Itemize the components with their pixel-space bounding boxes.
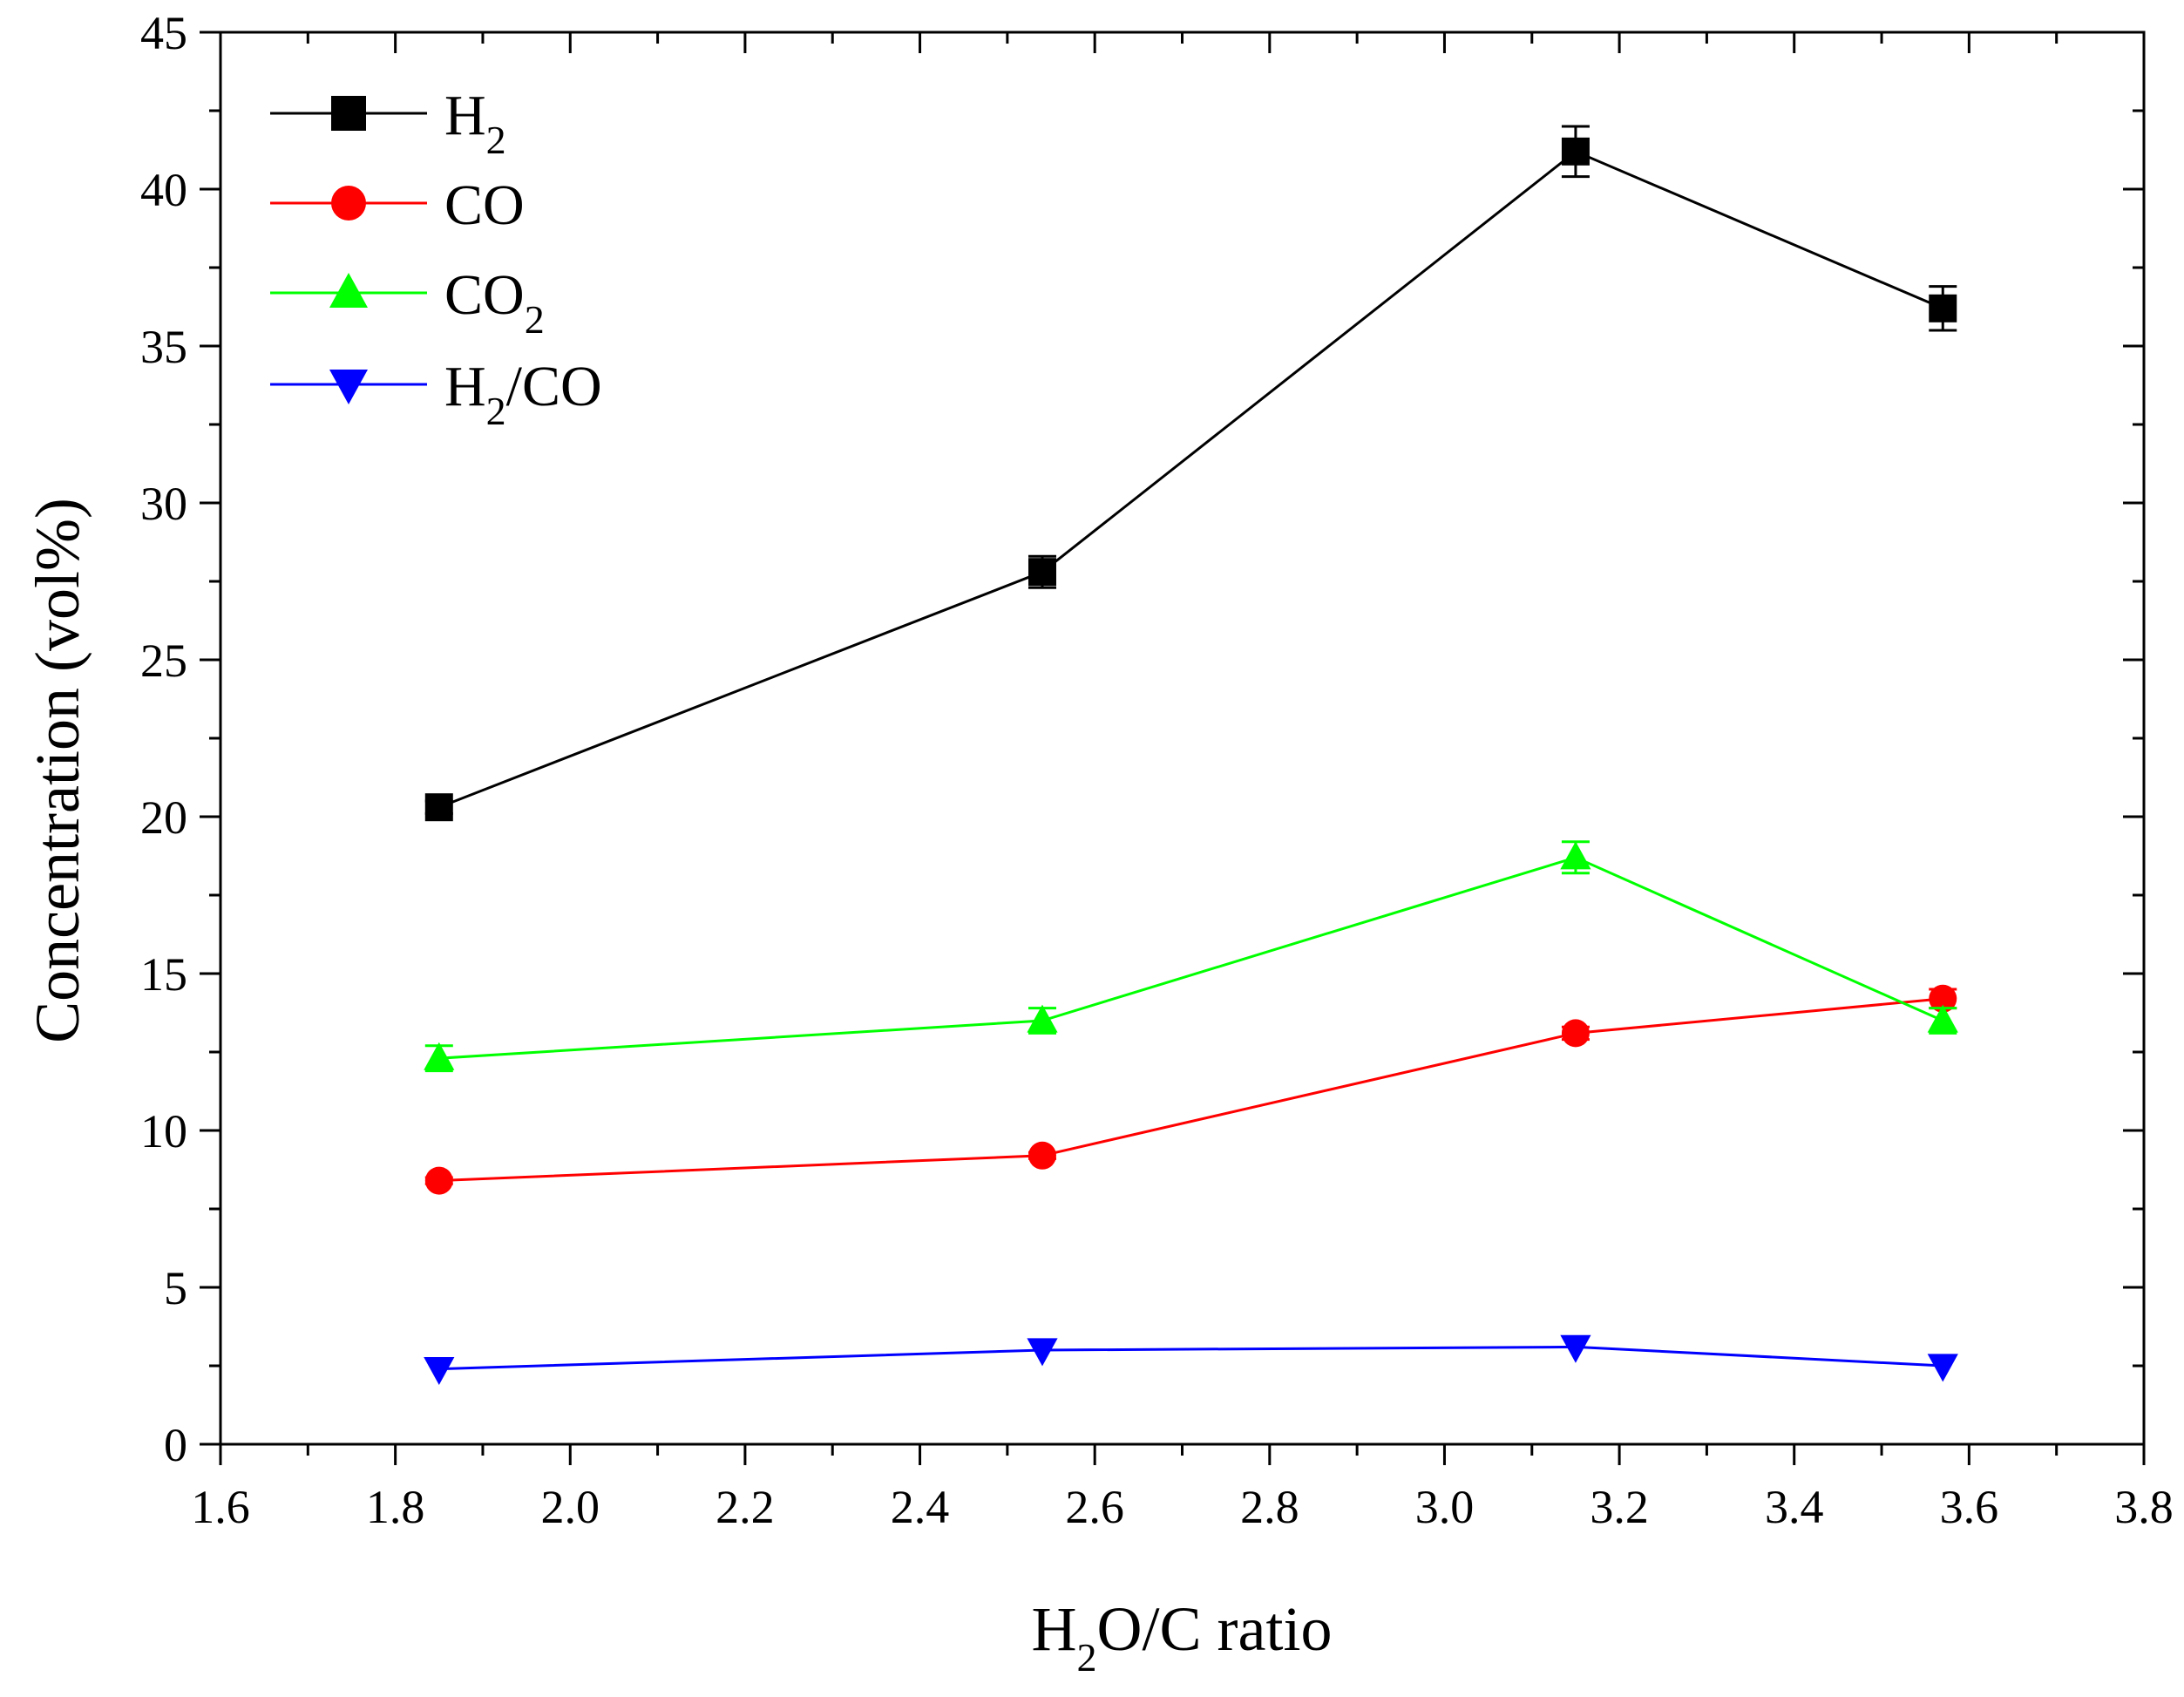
y-tick-label: 45 — [140, 7, 187, 59]
series-h2 — [424, 125, 1957, 822]
y-axis: 0 5 10 15 20 25 30 35 40 45 — [140, 7, 2144, 1471]
legend-label: CO — [444, 173, 525, 237]
legend-item: CO — [270, 173, 525, 237]
y-tick-label: 5 — [164, 1262, 187, 1314]
x-tick-label: 2.2 — [716, 1481, 775, 1533]
data-point — [1027, 1004, 1058, 1033]
x-tick-label: 2.8 — [1240, 1481, 1299, 1533]
y-tick-label: 0 — [164, 1419, 187, 1471]
x-tick-label: 2.0 — [541, 1481, 600, 1533]
x-axis: 1.6 1.8 2.0 2.2 2.4 2.6 2.8 3.0 3.2 3.4 3.6 3.8 — [191, 32, 2174, 1533]
x-tick-label: 3.2 — [1590, 1481, 1649, 1533]
data-point — [1027, 1338, 1058, 1367]
y-tick-label: 20 — [140, 791, 187, 844]
x-tick-label: 3.8 — [2114, 1481, 2174, 1533]
data-point — [1560, 1334, 1591, 1363]
data-point — [1927, 1004, 1958, 1033]
data-point — [1560, 841, 1591, 870]
legend-label: CO2 — [444, 263, 545, 342]
series-co — [424, 984, 1957, 1195]
legend-item: H2 — [270, 84, 506, 162]
series-co2 — [424, 840, 1958, 1073]
y-tick-label: 25 — [140, 635, 187, 687]
legend-label: H2 — [444, 84, 506, 162]
data-point — [424, 1357, 455, 1385]
y-tick-label: 35 — [140, 321, 187, 373]
x-tick-label: 1.8 — [366, 1481, 425, 1533]
x-tick-label: 1.6 — [191, 1481, 250, 1533]
y-axis-title: Concentration (vol%) — [23, 498, 92, 1043]
legend-marker — [329, 273, 368, 308]
x-tick-label: 3.6 — [1940, 1481, 1999, 1533]
series-h2-co — [424, 1334, 1958, 1385]
legend-marker — [331, 186, 366, 221]
data-point — [1927, 1354, 1958, 1382]
y-tick-label: 30 — [140, 478, 187, 530]
data-point — [424, 1166, 453, 1195]
axis-titles: H2O/C ratio Concentration (vol%) — [23, 498, 1332, 1680]
x-tick-label: 2.4 — [891, 1481, 950, 1533]
y-tick-label: 15 — [140, 948, 187, 1001]
legend-item: CO2 — [270, 263, 545, 342]
data-point — [1929, 984, 1957, 1013]
data-point — [1561, 1019, 1590, 1048]
legend-item: H2/CO — [270, 355, 602, 433]
data-point — [424, 793, 453, 822]
x-axis-title: H2O/C ratio — [1032, 1594, 1333, 1680]
data-point — [1561, 137, 1590, 166]
legend-label: H2/CO — [444, 355, 602, 433]
x-tick-label: 3.0 — [1415, 1481, 1475, 1533]
x-tick-label: 2.6 — [1065, 1481, 1124, 1533]
plot-frame — [219, 31, 2146, 1446]
series-line — [438, 1345, 1943, 1371]
series-layer — [424, 125, 1958, 1385]
y-tick-label: 10 — [140, 1105, 187, 1157]
series-line — [438, 997, 1943, 1183]
series-line — [438, 150, 1943, 809]
y-tick-label: 40 — [140, 164, 187, 216]
data-point — [1929, 294, 1957, 322]
data-point — [1028, 558, 1056, 587]
legend-marker — [331, 96, 366, 131]
x-tick-label: 3.4 — [1765, 1481, 1824, 1533]
plot-border — [219, 31, 2146, 1446]
series-line — [438, 856, 1943, 1060]
legend-marker — [329, 370, 368, 404]
data-point — [424, 1042, 455, 1070]
data-point — [1028, 1141, 1056, 1170]
legend: H2 CO CO2 H2/CO — [270, 84, 602, 433]
